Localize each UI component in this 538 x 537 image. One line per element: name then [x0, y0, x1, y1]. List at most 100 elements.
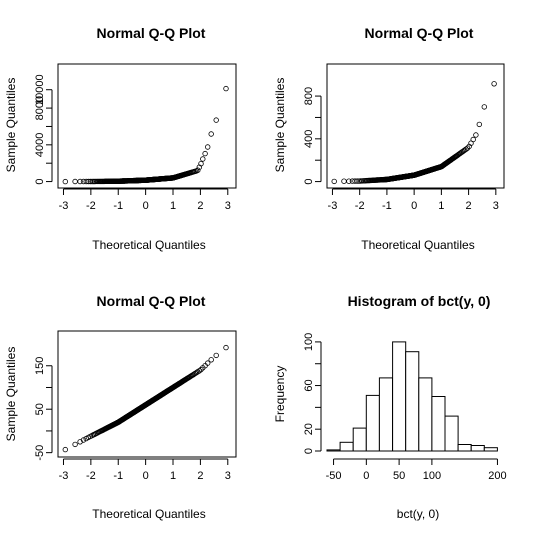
- x-ticks: -50 0 50 100 200: [326, 458, 507, 482]
- data-point: [62, 446, 69, 453]
- data-point: [223, 85, 229, 92]
- x-tick-label: 3: [225, 200, 231, 212]
- data-point: [193, 369, 200, 376]
- histogram-bar: [352, 427, 367, 452]
- histogram-bar: [405, 351, 420, 452]
- x-tick-label: 1: [170, 470, 176, 482]
- plot-frame: [57, 63, 237, 189]
- x-axis-label: Theoretical Quantiles: [92, 238, 205, 252]
- data-point: [85, 178, 92, 185]
- histogram-bar: [470, 445, 485, 452]
- data-point: [208, 131, 214, 137]
- data-point: [202, 150, 208, 157]
- chart-title: Histogram of bct(y, 0): [348, 293, 491, 309]
- x-tick-label: 2: [197, 470, 203, 482]
- data-point: [195, 167, 201, 173]
- y-ticks: 0 400 800: [303, 87, 322, 185]
- x-tick-label: 0: [363, 470, 369, 482]
- y-ticks: -50 50 150: [34, 357, 53, 461]
- y-tick-label: 20: [303, 423, 315, 435]
- y-axis-label: Sample Quantiles: [4, 78, 18, 173]
- x-tick-label: -50: [326, 470, 342, 482]
- data-point: [463, 146, 469, 152]
- y-tick-label: 60: [303, 379, 315, 391]
- data-point: [470, 136, 476, 143]
- data-point: [481, 104, 487, 110]
- y-tick-label: 0: [303, 448, 315, 454]
- y-ticks: 0 20 60 100: [303, 333, 322, 454]
- x-tick-label: -1: [382, 200, 392, 212]
- y-tick-label: 800: [303, 87, 315, 105]
- x-tick-label: 200: [488, 470, 506, 482]
- histogram-bar: [418, 377, 433, 452]
- y-tick-label: 0: [303, 179, 315, 185]
- data-point: [213, 352, 219, 359]
- data-point: [83, 178, 89, 185]
- data-point: [77, 178, 83, 185]
- data-point: [346, 178, 352, 184]
- x-tick-label: -2: [355, 200, 365, 212]
- x-tick-label: -2: [86, 470, 96, 482]
- data-point: [491, 81, 497, 87]
- histogram-bar: [326, 449, 341, 452]
- y-tick-label: 0: [34, 179, 46, 185]
- data-point: [223, 344, 229, 351]
- x-tick-label: 50: [393, 470, 405, 482]
- x-axis-label: Theoretical Quantiles: [361, 238, 474, 252]
- y-tick-label: 400: [303, 130, 315, 148]
- data-point: [198, 160, 204, 167]
- x-tick-label: 100: [423, 470, 441, 482]
- histogram-panel: Histogram of bct(y, 0) bct(y, 0) Frequen…: [273, 293, 507, 521]
- y-axis-label: Sample Quantiles: [4, 347, 18, 442]
- x-tick-label: -3: [59, 200, 69, 212]
- data-point: [204, 360, 211, 366]
- y-tick-label: 150: [34, 357, 46, 375]
- x-tick-label: 2: [197, 200, 203, 212]
- histogram-bar: [339, 441, 354, 452]
- histogram-bar: [457, 444, 472, 452]
- plot-frame: [326, 63, 505, 189]
- qq-plot-panel-1: Normal Q-Q Plot Theoretical Quantiles Sa…: [4, 25, 237, 252]
- histogram-bar: [378, 377, 393, 452]
- data-point: [208, 357, 214, 363]
- y-tick-label: 10000: [34, 74, 46, 105]
- x-tick-label: 3: [493, 200, 499, 212]
- data-point: [213, 117, 219, 123]
- x-axis-label: Theoretical Quantiles: [92, 507, 205, 521]
- data-point: [204, 144, 211, 150]
- x-ticks: -3 -2 -1 0 1 2 3: [328, 188, 499, 212]
- data-point: [331, 178, 337, 185]
- data-point: [72, 441, 78, 448]
- x-axis-label: bct(y, 0): [397, 507, 439, 521]
- x-tick-label: 0: [411, 200, 417, 212]
- chart-title: Normal Q-Q Plot: [97, 25, 206, 41]
- x-tick-label: 1: [438, 200, 444, 212]
- data-points: [62, 344, 229, 453]
- x-tick-label: 0: [143, 470, 149, 482]
- data-point: [200, 156, 206, 162]
- data-point: [72, 178, 78, 185]
- x-tick-label: -1: [113, 470, 123, 482]
- y-tick-label: 100: [303, 333, 315, 351]
- x-tick-label: 2: [466, 200, 472, 212]
- y-axis-label: Sample Quantiles: [273, 78, 287, 173]
- plot-frame: [57, 330, 237, 458]
- histogram-bar: [392, 341, 407, 452]
- x-tick-label: -3: [59, 470, 69, 482]
- y-tick-label: 4000: [34, 133, 46, 157]
- data-points: [62, 85, 229, 185]
- data-point: [476, 121, 482, 128]
- data-point: [464, 145, 471, 151]
- data-point: [80, 437, 87, 443]
- qq-plot-panel-2: Normal Q-Q Plot Theoretical Quantiles Sa…: [273, 25, 505, 252]
- qq-plot-panel-3: Normal Q-Q Plot Theoretical Quantiles Sa…: [4, 293, 237, 521]
- chart-title: Normal Q-Q Plot: [365, 25, 474, 41]
- data-point: [352, 178, 358, 184]
- x-tick-label: 3: [225, 470, 231, 482]
- y-tick-label: -50: [34, 445, 46, 461]
- data-point: [341, 178, 347, 184]
- x-ticks: -3 -2 -1 0 1 2 3: [59, 458, 231, 482]
- x-tick-label: -3: [328, 200, 338, 212]
- y-tick-label: 50: [34, 403, 46, 415]
